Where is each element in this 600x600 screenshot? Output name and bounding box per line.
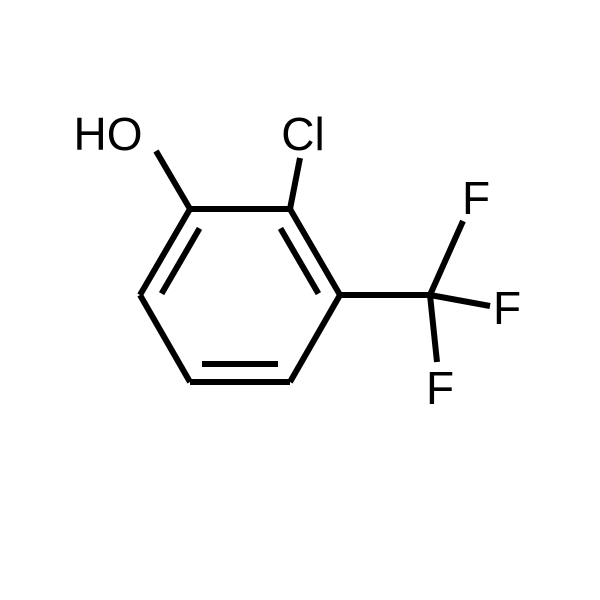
bond-oh	[156, 151, 190, 209]
bond-c5-c6	[140, 295, 190, 382]
dbond-c3-c4	[280, 228, 318, 293]
bond-f-top	[430, 221, 463, 295]
bond-f-bottom	[430, 295, 437, 362]
bond-c3-c4	[290, 295, 340, 382]
label-f-bottom: F	[426, 362, 454, 414]
molecule-diagram: HO Cl F F F	[0, 0, 600, 600]
bond-cl	[290, 158, 300, 209]
label-oh: HO	[74, 108, 143, 160]
label-f-top: F	[462, 172, 490, 224]
dbond-c1-c2	[162, 228, 200, 293]
bond-f-right	[430, 295, 490, 306]
label-f-right: F	[493, 282, 521, 334]
label-cl: Cl	[281, 108, 324, 160]
